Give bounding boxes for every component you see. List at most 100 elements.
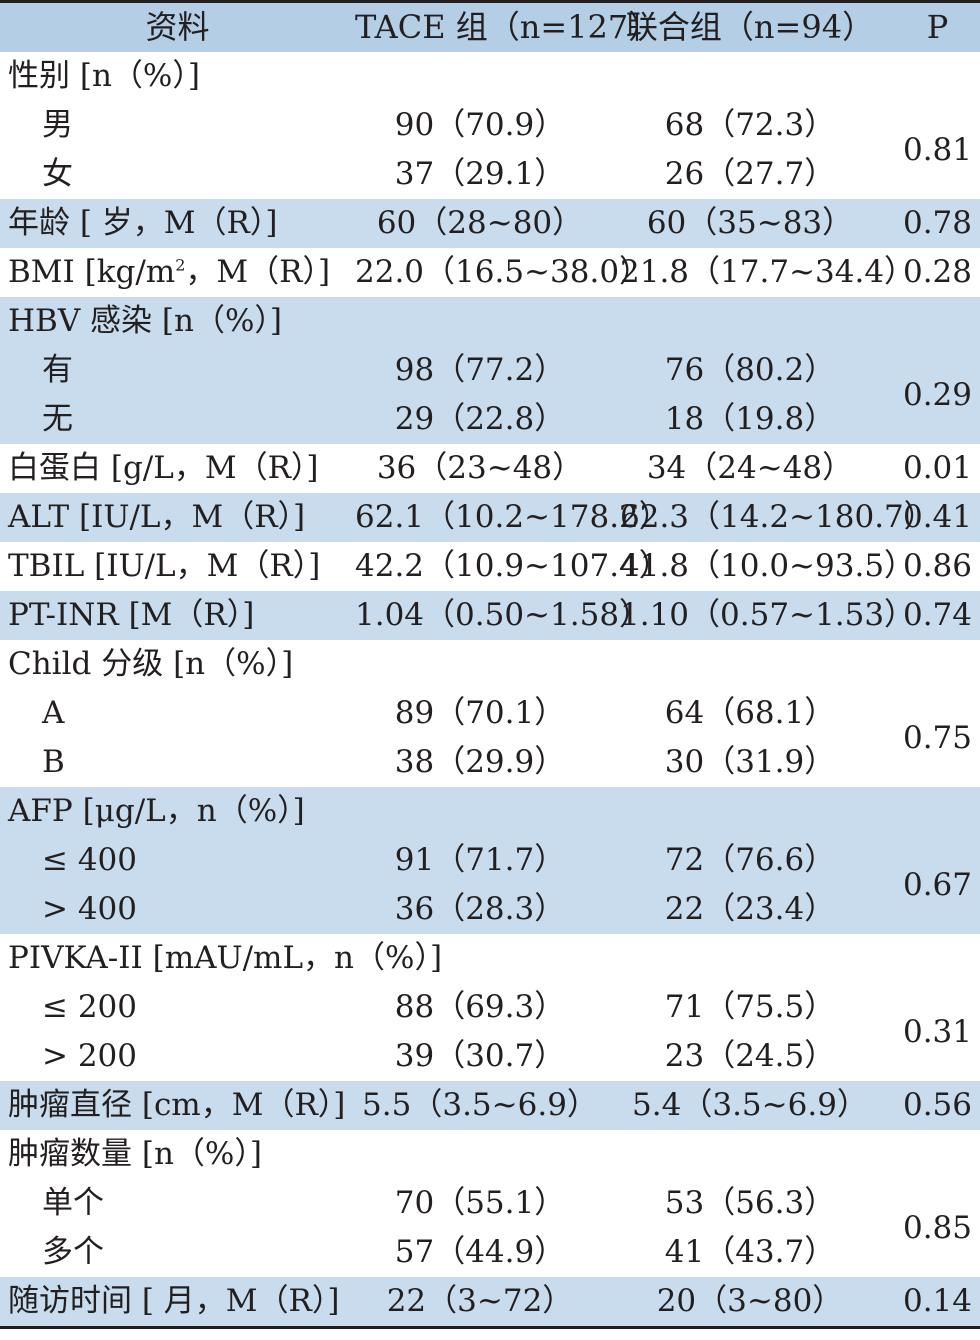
row-label: 肿瘤直径 [cm，M（R）]	[8, 1087, 346, 1123]
cell-combined: 22（23.4）	[664, 891, 836, 927]
row-afp-le-400: ≤ 400 91（71.7） 72（76.6）	[0, 836, 980, 885]
cell-p: 0.86	[902, 548, 973, 584]
row-label: > 400	[42, 891, 137, 927]
row-label: 白蛋白 [g/L，M（R）]	[8, 450, 319, 486]
cell-combined: 30（31.9）	[664, 744, 836, 780]
cell-p: 0.74	[902, 597, 973, 633]
row-label: Child 分级 [n（%）]	[8, 646, 294, 682]
row-tumor-single: 单个 70（55.1） 53（56.3）	[0, 1179, 980, 1228]
row-label: ≤ 200	[42, 989, 137, 1025]
row-child-b: B 38（29.9） 30（31.9）	[0, 738, 980, 787]
row-pt-inr: PT-INR [M（R）] 1.04（0.50~1.58） 1.10（0.57~…	[0, 591, 980, 640]
cell-tace: 91（71.7）	[394, 842, 566, 878]
cell-combined: 41（43.7）	[664, 1234, 836, 1270]
row-tbil: TBIL [IU/L，M（R）] 42.2（10.9~107.4） 41.8（1…	[0, 542, 980, 591]
row-label: 性别 [n（%）]	[8, 58, 200, 94]
cell-combined: 76（80.2）	[664, 352, 836, 388]
row-afp-gt-400: > 400 36（28.3） 22（23.4）	[0, 885, 980, 934]
row-pivka-gt-200: > 200 39（30.7） 23（24.5）	[0, 1032, 980, 1081]
cell-p: 0.78	[902, 205, 973, 241]
cell-tace: 5.5（3.5~6.9）	[362, 1087, 598, 1123]
cell-combined: 64（68.1）	[664, 695, 836, 731]
row-age: 年龄 [ 岁，M（R）] 60（28~80） 60（35~83） 0.78	[0, 199, 980, 248]
row-label: BMI [kg/m2，M（R）]	[8, 254, 331, 290]
cell-tace: 60（28~80）	[376, 205, 584, 241]
cell-tace: 22（3~72）	[386, 1283, 574, 1319]
cell-combined: 21.8（17.7~34.4）	[620, 254, 916, 290]
cell-p-pivka: 0.31	[902, 1014, 973, 1050]
cell-combined: 20（3~80）	[656, 1283, 844, 1319]
row-pivka-le-200: ≤ 200 88（69.3） 71（75.5）	[0, 983, 980, 1032]
cell-p-child: 0.75	[902, 720, 973, 756]
header-item: 资料	[145, 8, 210, 46]
row-followup: 随访时间 [ 月，M（R）] 22（3~72） 20（3~80） 0.14	[0, 1277, 980, 1326]
cell-p-tumor-number: 0.85	[902, 1210, 973, 1246]
cell-tace: 57（44.9）	[394, 1234, 566, 1270]
cell-tace: 1.04（0.50~1.58）	[355, 597, 651, 633]
cell-combined: 5.4（3.5~6.9）	[632, 1087, 868, 1123]
cell-combined: 72（76.6）	[664, 842, 836, 878]
cell-tace: 62.1（10.2~178.2）	[355, 499, 670, 535]
cell-p: 0.14	[902, 1283, 973, 1319]
cell-combined: 68（72.3）	[664, 107, 836, 143]
row-pivka: PIVKA-II [mAU/mL，n（%）]	[0, 934, 980, 983]
row-label: AFP [μg/L，n（%）]	[8, 793, 305, 829]
row-sex: 性别 [n（%）]	[0, 52, 980, 101]
row-label: 年龄 [ 岁，M（R）]	[8, 205, 278, 241]
cell-combined: 62.3（14.2~180.7）	[620, 499, 935, 535]
cell-combined: 71（75.5）	[664, 989, 836, 1025]
cell-combined: 23（24.5）	[664, 1038, 836, 1074]
row-label: PIVKA-II [mAU/mL，n（%）]	[8, 940, 443, 976]
cell-tace: 42.2（10.9~107.4）	[355, 548, 670, 584]
row-sex-male: 男 90（70.9） 68（72.3）	[0, 101, 980, 150]
row-label: 肿瘤数量 [n（%）]	[8, 1136, 262, 1172]
cell-combined: 26（27.7）	[664, 156, 836, 192]
cell-tace: 36（28.3）	[394, 891, 566, 927]
cell-tace: 29（22.8）	[394, 401, 566, 437]
cell-p-afp: 0.67	[902, 867, 973, 903]
row-hbv-no: 无 29（22.8） 18（19.8）	[0, 395, 980, 444]
row-bmi: BMI [kg/m2，M（R）] 22.0（16.5~38.0） 21.8（17…	[0, 248, 980, 297]
cell-p-hbv: 0.29	[902, 377, 973, 413]
cell-p: 0.28	[902, 254, 973, 290]
cell-p: 0.01	[902, 450, 973, 486]
row-label: 女	[42, 156, 73, 192]
cell-p: 0.41	[902, 499, 973, 535]
row-label: PT-INR [M（R）]	[8, 597, 255, 633]
row-label: A	[42, 695, 65, 731]
header-tace-group: TACE 组（n=127）	[355, 8, 661, 46]
bottom-rule	[0, 1326, 980, 1329]
row-label: B	[42, 744, 65, 780]
cell-tace: 36（23~48）	[376, 450, 584, 486]
top-rule	[0, 0, 980, 3]
row-hbv: HBV 感染 [n（%）]	[0, 297, 980, 346]
header-row: 资料 TACE 组（n=127） 联合组（n=94） P	[0, 3, 980, 52]
row-tumor-number: 肿瘤数量 [n（%）]	[0, 1130, 980, 1179]
cell-tace: 39（30.7）	[394, 1038, 566, 1074]
cell-combined: 53（56.3）	[664, 1185, 836, 1221]
row-tumor-multiple: 多个 57（44.9） 41（43.7）	[0, 1228, 980, 1277]
cell-tace: 37（29.1）	[394, 156, 566, 192]
cell-tace: 70（55.1）	[394, 1185, 566, 1221]
row-label: 无	[42, 401, 73, 437]
row-label: > 200	[42, 1038, 137, 1074]
cell-p-sex: 0.81	[902, 132, 973, 168]
row-hbv-yes: 有 98（77.2） 76（80.2）	[0, 346, 980, 395]
cell-combined: 41.8（10.0~93.5）	[620, 548, 916, 584]
row-label: 单个	[42, 1185, 104, 1221]
row-label: HBV 感染 [n（%）]	[8, 303, 283, 339]
row-child-a: A 89（70.1） 64（68.1）	[0, 689, 980, 738]
cell-combined: 18（19.8）	[664, 401, 836, 437]
cell-combined: 1.10（0.57~1.53）	[620, 597, 916, 633]
row-albumin: 白蛋白 [g/L，M（R）] 36（23~48） 34（24~48） 0.01	[0, 444, 980, 493]
row-label: TBIL [IU/L，M（R）]	[8, 548, 321, 584]
row-label: 有	[42, 352, 73, 388]
cell-tace: 88（69.3）	[394, 989, 566, 1025]
row-label: 随访时间 [ 月，M（R）]	[8, 1283, 340, 1319]
header-combined-group: 联合组（n=94）	[625, 8, 875, 46]
header-p-value: P	[926, 8, 949, 46]
cell-p: 0.56	[902, 1087, 973, 1123]
row-sex-female: 女 37（29.1） 26（27.7）	[0, 150, 980, 199]
row-label: 多个	[42, 1234, 104, 1270]
